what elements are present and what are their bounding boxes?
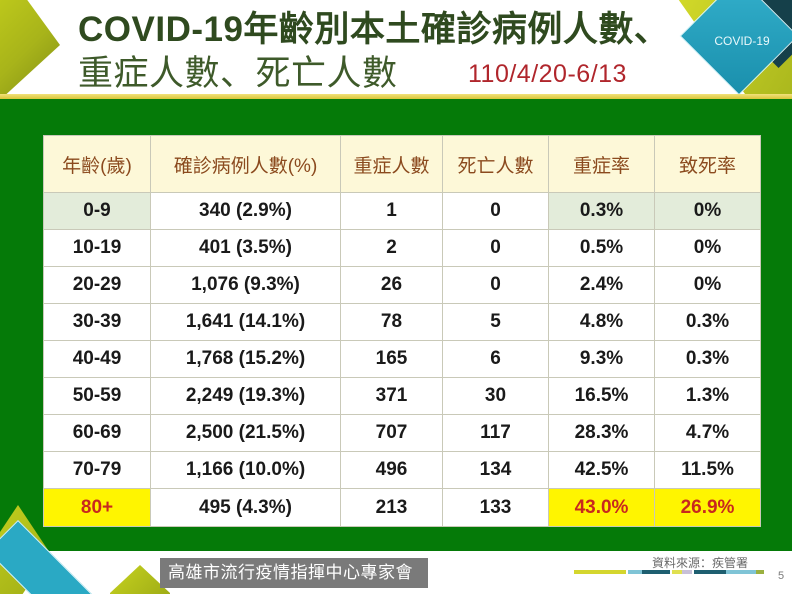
cell-confirmed: 2,500 (21.5%) [150, 414, 341, 452]
cell-confirmed: 1,076 (9.3%) [150, 266, 341, 304]
table-header-row: 年齡(歲) 確診病例人數(%) 重症人數 死亡人數 重症率 致死率 [43, 135, 761, 193]
organizer-label: 高雄市流行疫情指揮中心專家會議 [160, 558, 428, 594]
title-line-2: 重症人數、死亡人數 [78, 54, 398, 93]
color-stripe-decoration [574, 570, 764, 574]
data-source: 資料來源：疾管署 [652, 556, 749, 570]
cell-severe: 707 [340, 414, 443, 452]
cell-fatality-rate: 4.7% [654, 414, 761, 452]
table-row-highlighted: 80+ 495 (4.3%) 213 133 43.0% 26.9% [43, 488, 761, 527]
cell-deaths: 133 [442, 488, 549, 527]
cell-confirmed: 340 (2.9%) [150, 192, 341, 230]
column-header-severe-rate: 重症率 [548, 135, 655, 193]
cell-deaths: 0 [442, 192, 549, 230]
table-row: 50-59 2,249 (19.3%) 371 30 16.5% 1.3% [43, 377, 761, 415]
cell-age: 50-59 [43, 377, 151, 415]
cell-deaths: 30 [442, 377, 549, 415]
cell-severe: 78 [340, 303, 443, 341]
cell-severe: 1 [340, 192, 443, 230]
date-range: 110/4/20-6/13 [468, 60, 627, 88]
cell-severe-rate: 28.3% [548, 414, 655, 452]
cell-fatality-rate: 0.3% [654, 303, 761, 341]
title-line-1: COVID-19年齡別本土確診病例人數、 [78, 10, 670, 49]
cell-confirmed: 1,166 (10.0%) [150, 451, 341, 489]
cell-age: 70-79 [43, 451, 151, 489]
table-row: 20-29 1,076 (9.3%) 26 0 2.4% 0% [43, 266, 761, 304]
page-title: COVID-19年齡別本土確診病例人數、 重症人數、死亡人數 [78, 8, 669, 96]
column-header-fatality-rate: 致死率 [654, 135, 761, 193]
covid-age-table: 年齡(歲) 確診病例人數(%) 重症人數 死亡人數 重症率 致死率 0-9 34… [43, 135, 761, 527]
table-row: 60-69 2,500 (21.5%) 707 117 28.3% 4.7% [43, 414, 761, 452]
covid-badge-label: COVID-19 [714, 34, 770, 48]
cell-age: 80+ [43, 488, 151, 527]
table-row: 70-79 1,166 (10.0%) 496 134 42.5% 11.5% [43, 451, 761, 489]
cell-severe-rate: 43.0% [548, 488, 655, 527]
cell-deaths: 0 [442, 229, 549, 267]
header-divider [0, 94, 792, 99]
cell-age: 60-69 [43, 414, 151, 452]
cell-confirmed: 2,249 (19.3%) [150, 377, 341, 415]
cell-severe-rate: 4.8% [548, 303, 655, 341]
cell-fatality-rate: 0% [654, 266, 761, 304]
cell-age: 30-39 [43, 303, 151, 341]
cell-fatality-rate: 26.9% [654, 488, 761, 527]
cell-fatality-rate: 1.3% [654, 377, 761, 415]
cell-severe: 213 [340, 488, 443, 527]
column-header-severe: 重症人數 [340, 135, 443, 193]
cell-age: 10-19 [43, 229, 151, 267]
cell-severe-rate: 42.5% [548, 451, 655, 489]
cell-deaths: 117 [442, 414, 549, 452]
cell-severe: 371 [340, 377, 443, 415]
cell-deaths: 5 [442, 303, 549, 341]
cell-severe: 165 [340, 340, 443, 378]
cell-fatality-rate: 11.5% [654, 451, 761, 489]
cell-deaths: 6 [442, 340, 549, 378]
cell-severe-rate: 9.3% [548, 340, 655, 378]
corner-chevron-decoration [0, 0, 60, 100]
cell-confirmed: 495 (4.3%) [150, 488, 341, 527]
cell-fatality-rate: 0% [654, 229, 761, 267]
cell-confirmed: 401 (3.5%) [150, 229, 341, 267]
table-row: 40-49 1,768 (15.2%) 165 6 9.3% 0.3% [43, 340, 761, 378]
cell-confirmed: 1,641 (14.1%) [150, 303, 341, 341]
table-row: 30-39 1,641 (14.1%) 78 5 4.8% 0.3% [43, 303, 761, 341]
cell-severe-rate: 16.5% [548, 377, 655, 415]
cell-severe-rate: 0.5% [548, 229, 655, 267]
cell-severe: 2 [340, 229, 443, 267]
cell-severe: 496 [340, 451, 443, 489]
column-header-confirmed: 確診病例人數(%) [150, 135, 341, 193]
cell-deaths: 0 [442, 266, 549, 304]
table-row: 10-19 401 (3.5%) 2 0 0.5% 0% [43, 229, 761, 267]
cell-severe: 26 [340, 266, 443, 304]
cell-fatality-rate: 0.3% [654, 340, 761, 378]
cell-age: 0-9 [43, 192, 151, 230]
cell-confirmed: 1,768 (15.2%) [150, 340, 341, 378]
page-number: 5 [778, 570, 785, 582]
cell-age: 20-29 [43, 266, 151, 304]
cell-fatality-rate: 0% [654, 192, 761, 230]
cell-age: 40-49 [43, 340, 151, 378]
cell-deaths: 134 [442, 451, 549, 489]
column-header-deaths: 死亡人數 [442, 135, 549, 193]
cell-severe-rate: 0.3% [548, 192, 655, 230]
table-row: 0-9 340 (2.9%) 1 0 0.3% 0% [43, 192, 761, 230]
cell-severe-rate: 2.4% [548, 266, 655, 304]
column-header-age: 年齡(歲) [43, 135, 151, 193]
